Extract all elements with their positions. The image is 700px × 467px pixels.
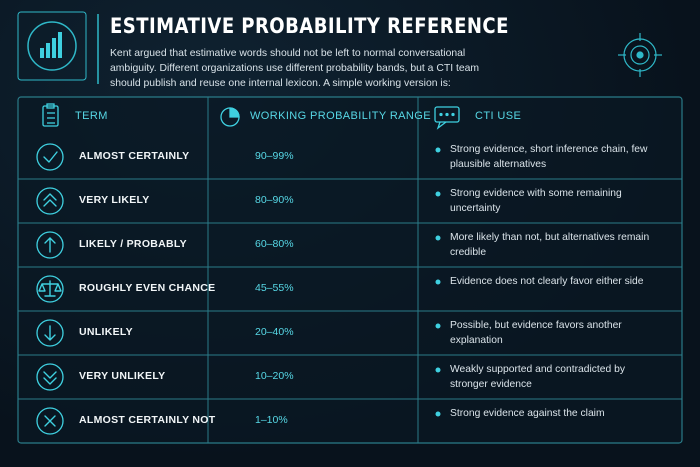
bullet	[435, 191, 441, 197]
bullet	[435, 279, 441, 285]
probability-range: 1–10%	[255, 414, 288, 426]
row-icon	[36, 143, 64, 171]
term: LIKELY / PROBABLY	[79, 238, 187, 250]
bullet	[435, 235, 441, 241]
column-header: WORKING PROBABILITY RANGE	[250, 110, 431, 122]
row-icon-glyph	[38, 280, 62, 297]
cti-use: Evidence does not clearly favor either s…	[450, 276, 644, 287]
row-icon-glyph	[44, 237, 56, 253]
row-icon	[36, 363, 64, 391]
bullet	[435, 147, 441, 153]
term: UNLIKELY	[79, 326, 133, 338]
row-icon-glyph	[44, 325, 56, 341]
table-frame	[17, 96, 683, 444]
term: VERY UNLIKELY	[79, 370, 166, 382]
cti-use: Strong evidence against the claim	[450, 408, 605, 419]
row-icon	[36, 275, 64, 303]
title: ESTIMATIVE PROBABILITY REFERENCE	[110, 14, 509, 38]
column-header: TERM	[75, 110, 108, 122]
cti-use: Possible, but evidence favors another ex…	[450, 320, 622, 346]
bullet	[435, 323, 441, 329]
row-icon-glyph	[44, 415, 56, 427]
bullet	[435, 367, 441, 373]
cti-use: Strong evidence, short inference chain, …	[450, 144, 648, 170]
term: ROUGHLY EVEN CHANCE	[79, 282, 216, 294]
probability-range: 10–20%	[255, 370, 294, 382]
bullet	[435, 411, 441, 417]
term: ALMOST CERTAINLY	[79, 150, 190, 162]
cti-use: Weakly supported and contradicted by str…	[450, 364, 625, 390]
term: ALMOST CERTAINLY NOT	[79, 414, 216, 426]
logo-ring	[27, 21, 77, 71]
probability-range: 80–90%	[255, 194, 294, 206]
probability-range: 90–99%	[255, 150, 294, 162]
row-icon-glyph	[43, 193, 57, 207]
column-header: CTI USE	[475, 110, 522, 122]
probability-range: 45–55%	[255, 282, 294, 294]
row-icon	[36, 407, 64, 435]
description: Kent argued that estimative words should…	[110, 48, 480, 89]
target-icon	[618, 33, 662, 77]
term: VERY LIKELY	[79, 194, 150, 206]
row-icon-glyph	[43, 371, 57, 385]
row-icon	[36, 319, 64, 347]
cti-use: More likely than not, but alternatives r…	[450, 232, 650, 258]
row-icon	[36, 187, 64, 215]
header-icons	[42, 103, 460, 130]
row-icon-glyph	[43, 151, 58, 163]
probability-range: 20–40%	[255, 326, 294, 338]
cti-use: Strong evidence with some remaining unce…	[450, 188, 622, 214]
probability-range: 60–80%	[255, 238, 294, 250]
row-icon	[36, 231, 64, 259]
logo-frame	[17, 11, 87, 81]
